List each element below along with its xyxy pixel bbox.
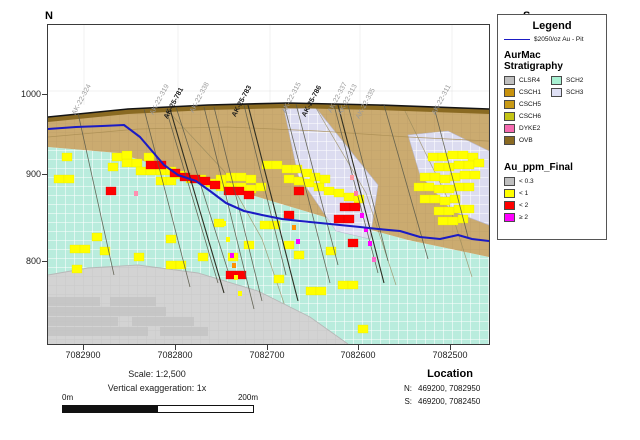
pit-line-swatch: [504, 39, 530, 40]
x-tick-7082500: 7082500: [432, 350, 468, 360]
legend-stratigraphy-swatches: CLSR4 CSCH1 CSCH5 CSCH6 DYKE2: [504, 75, 600, 146]
legend-item-csch6[interactable]: CSCH6: [504, 111, 541, 122]
legend-item-sch2[interactable]: SCH2: [551, 75, 583, 86]
cross-section-plot[interactable]: AK-22-324 AK-22-319 AK-25-781 AK-22-338 …: [47, 24, 490, 345]
swatch-au-lt-0-3: [504, 177, 515, 186]
vertical-exaggeration-text: Vertical exaggeration: 1x: [107, 383, 207, 393]
swatch-clsr4: [504, 76, 515, 85]
swatch-ovb: [504, 136, 515, 145]
location-block: Location N: 469200, 7082950 S: 469200, 7…: [390, 368, 550, 406]
legend-item-csch5[interactable]: CSCH5: [504, 99, 541, 110]
swatch-csch5: [504, 100, 515, 109]
y-tick-mark-1000: [42, 94, 48, 95]
scale-bar-max-label: 200m: [237, 393, 258, 402]
scale-bar: 0m 200m: [62, 393, 258, 413]
label-csch1: CSCH1: [519, 89, 542, 96]
y-tick-mark-800: [42, 261, 48, 262]
legend-stratigraphy-column-right: SCH2 SCH3: [551, 75, 583, 146]
swatch-csch6: [504, 112, 515, 121]
swatch-csch1: [504, 88, 515, 97]
label-au-gte-2: ≥ 2: [519, 214, 528, 221]
legend-item-clsr4[interactable]: CLSR4: [504, 75, 541, 86]
x-tick-7082700: 7082700: [249, 350, 285, 360]
x-tick-mark-7082900: [83, 345, 84, 350]
location-south-key: S:: [404, 397, 412, 406]
legend-item-csch1[interactable]: CSCH1: [504, 87, 541, 98]
x-tick-mark-7082500: [450, 345, 451, 350]
scale-bar-min-label: 0m: [62, 393, 74, 402]
scale-bar-track: [62, 405, 254, 413]
legend-panel: Legend $2050/oz Au - Pit AurMac Stratigr…: [497, 14, 607, 240]
label-csch5: CSCH5: [519, 101, 542, 108]
label-sch3: SCH3: [566, 89, 584, 96]
x-tick-mark-7082700: [267, 345, 268, 350]
label-sch2: SCH2: [566, 77, 584, 84]
label-clsr4: CLSR4: [519, 77, 540, 84]
legend-au-swatches: < 0.3 < 1 < 2 ≥ 2: [504, 176, 600, 223]
y-tick-900: 900: [25, 169, 41, 179]
swatch-dyke2: [504, 124, 515, 133]
location-north-key: N:: [404, 384, 412, 393]
x-tick-mark-7082800: [175, 345, 176, 350]
label-dyke2: DYKE2: [519, 125, 541, 132]
pit-label: $2050/oz Au - Pit: [534, 36, 584, 43]
swatch-sch2: [551, 76, 563, 85]
location-row-north: N: 469200, 7082950: [390, 384, 550, 393]
label-ovb: OVB: [519, 137, 533, 144]
legend-au-title: Au_ppm_Final: [504, 162, 573, 173]
scale-bar-fill: [63, 406, 158, 412]
legend-item-pit-shell[interactable]: $2050/oz Au - Pit: [504, 36, 600, 43]
swatch-au-lt-2: [504, 201, 515, 210]
legend-stratigraphy-column-left: CLSR4 CSCH1 CSCH5 CSCH6 DYKE2: [504, 75, 541, 146]
swatch-au-gte-2: [504, 213, 515, 222]
legend-item-au-lt-2[interactable]: < 2: [504, 200, 600, 211]
swatch-sch3: [551, 88, 563, 97]
x-tick-7082600: 7082600: [340, 350, 376, 360]
label-au-lt-1: < 1: [519, 190, 529, 197]
location-south-value: 469200, 7082450: [418, 397, 481, 406]
legend-item-sch3[interactable]: SCH3: [551, 87, 583, 98]
location-row-south: S: 469200, 7082450: [390, 397, 550, 406]
label-au-lt-2: < 2: [519, 202, 529, 209]
legend-item-au-lt-1[interactable]: < 1: [504, 188, 600, 199]
location-north-value: 469200, 7082950: [418, 384, 481, 393]
legend-title: Legend: [532, 20, 572, 32]
legend-item-ovb[interactable]: OVB: [504, 135, 541, 146]
label-au-lt-0-3: < 0.3: [519, 178, 534, 185]
legend-item-au-lt-0-3[interactable]: < 0.3: [504, 176, 600, 187]
cross-section-canvas: [48, 25, 489, 344]
x-tick-7082800: 7082800: [157, 350, 193, 360]
scale-text: Scale: 1:2,500: [128, 369, 186, 379]
swatch-au-lt-1: [504, 189, 515, 198]
y-tick-800: 800: [25, 256, 41, 266]
y-tick-1000: 1000: [20, 89, 41, 99]
location-title: Location: [427, 368, 473, 380]
x-tick-mark-7082600: [358, 345, 359, 350]
legend-item-dyke2[interactable]: DYKE2: [504, 123, 541, 134]
legend-item-au-gte-2[interactable]: ≥ 2: [504, 212, 600, 223]
y-tick-mark-900: [42, 174, 48, 175]
north-label: N: [45, 10, 54, 22]
x-tick-7082900: 7082900: [65, 350, 101, 360]
legend-stratigraphy-title: AurMac Stratigraphy: [504, 50, 563, 72]
label-csch6: CSCH6: [519, 113, 542, 120]
